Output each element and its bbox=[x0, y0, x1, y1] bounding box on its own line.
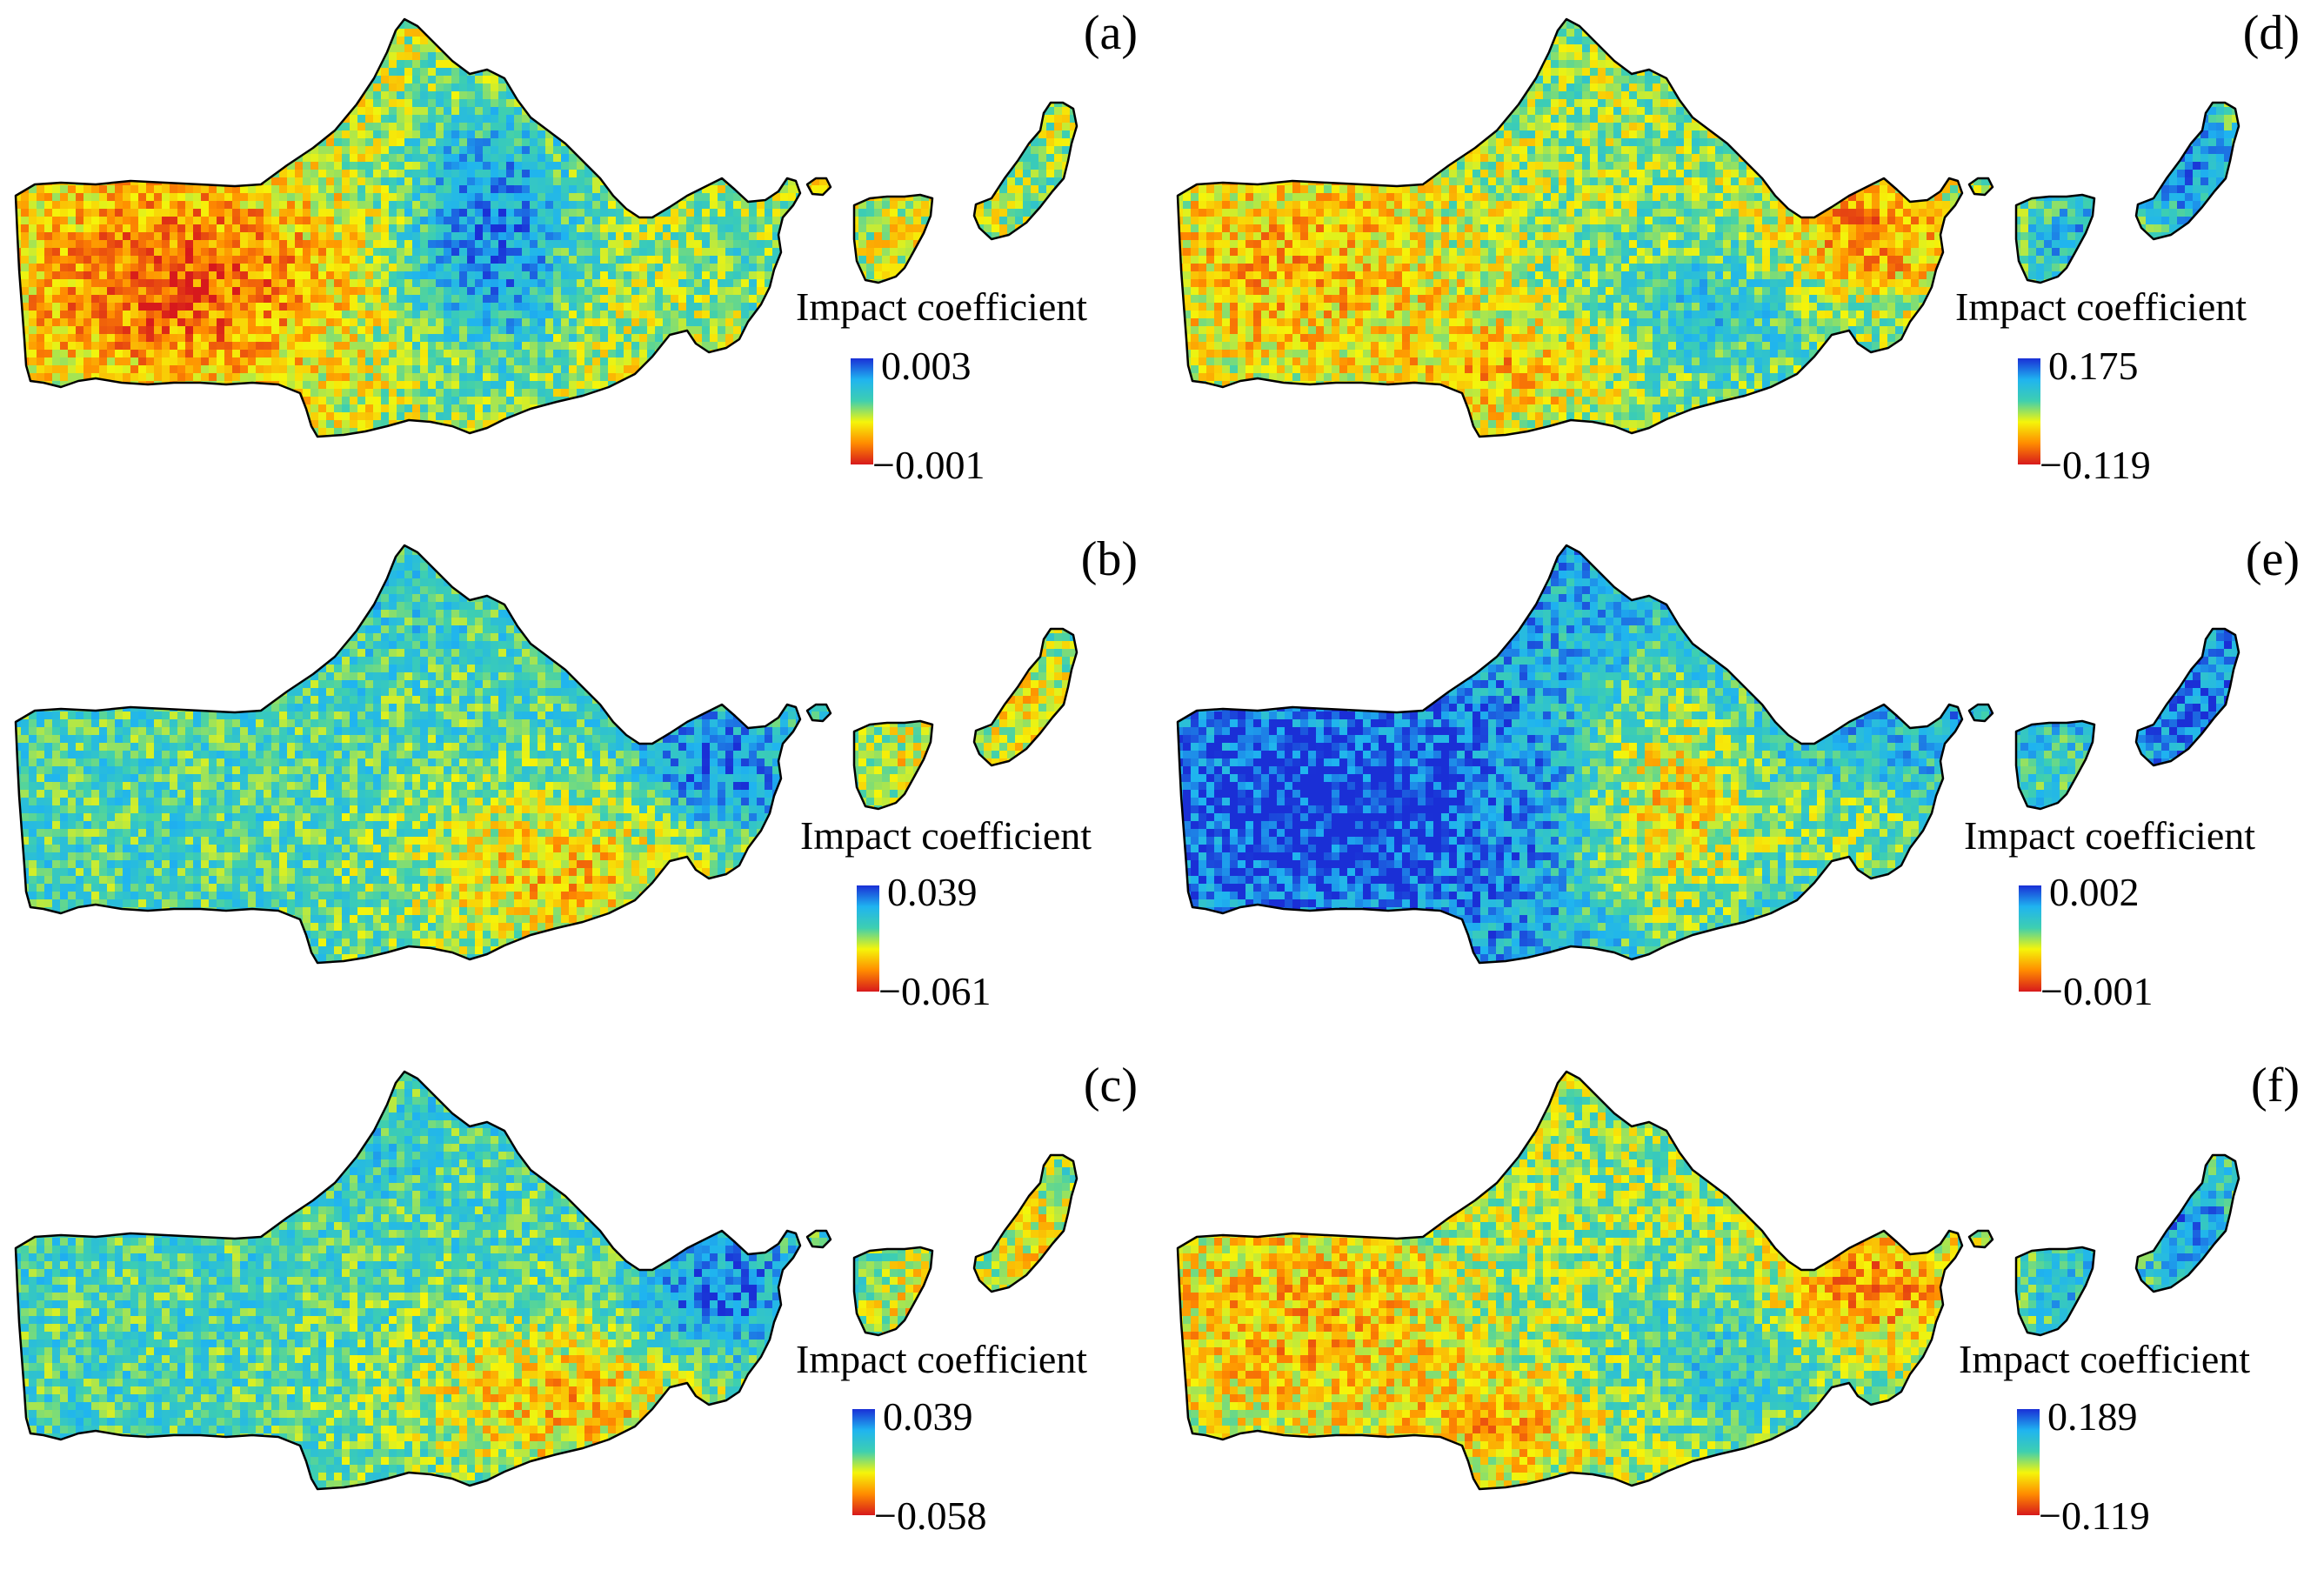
legend-title: Impact coefficient bbox=[1964, 816, 2255, 856]
panel-letter: (e) bbox=[2246, 535, 2300, 584]
legend-max: 0.175 bbox=[2048, 346, 2139, 386]
panel-a: (a) Impact coefficient 0.003 −0.001 bbox=[0, 0, 1162, 518]
legend-title: Impact coefficient bbox=[800, 816, 1092, 856]
exclave-outline bbox=[805, 703, 832, 723]
exclave-outline bbox=[1967, 1229, 1994, 1249]
legend-title: Impact coefficient bbox=[796, 287, 1087, 327]
map-a bbox=[14, 17, 1079, 438]
panel-letter: (c) bbox=[1084, 1061, 1138, 1110]
exclave-outline bbox=[805, 1229, 832, 1249]
legend-title: Impact coefficient bbox=[1959, 1340, 2250, 1380]
panel-e: (e) Impact coefficient 0.002 −0.001 bbox=[1162, 526, 2324, 1044]
panel-c: (c) Impact coefficient 0.039 −0.058 bbox=[0, 1052, 1162, 1570]
exclave-outline bbox=[2134, 627, 2241, 767]
map-d bbox=[1176, 17, 2241, 438]
panel-letter: (d) bbox=[2243, 9, 2300, 57]
legend-colorbar bbox=[852, 1409, 875, 1515]
legend-max: 0.003 bbox=[881, 346, 972, 386]
legend-min: −0.119 bbox=[2040, 445, 2151, 485]
legend-min: −0.119 bbox=[2039, 1496, 2150, 1536]
map-f bbox=[1176, 1070, 2241, 1491]
exclave-outline bbox=[2134, 101, 2241, 241]
panel-letter: (b) bbox=[1081, 535, 1138, 584]
exclave-outline bbox=[852, 1246, 934, 1337]
legend-colorbar bbox=[2017, 1409, 2040, 1515]
legend-min: −0.061 bbox=[878, 972, 991, 1012]
legend-colorbar bbox=[857, 885, 879, 992]
map-b bbox=[14, 544, 1079, 965]
exclave-outline bbox=[2014, 193, 2096, 284]
panel-d: (d) Impact coefficient 0.175 −0.119 bbox=[1162, 0, 2324, 518]
legend-min: −0.001 bbox=[872, 445, 985, 485]
exclave-outline bbox=[852, 193, 934, 284]
region-outline bbox=[1176, 1070, 1964, 1491]
region-outline bbox=[1176, 544, 1964, 965]
panel-letter: (f) bbox=[2251, 1061, 2300, 1110]
exclave-outline bbox=[852, 719, 934, 811]
legend-max: 0.039 bbox=[887, 872, 978, 912]
map-e bbox=[1176, 544, 2241, 965]
region-outline bbox=[14, 1070, 802, 1491]
region-outline bbox=[1176, 17, 1964, 438]
legend-title: Impact coefficient bbox=[1955, 287, 2247, 327]
panel-letter: (a) bbox=[1084, 9, 1138, 57]
legend-colorbar bbox=[2019, 885, 2041, 992]
panel-f: (f) Impact coefficient 0.189 −0.119 bbox=[1162, 1052, 2324, 1570]
exclave-outline bbox=[1967, 703, 1994, 723]
legend-min: −0.058 bbox=[874, 1496, 986, 1536]
exclave-outline bbox=[972, 101, 1079, 241]
region-outline bbox=[14, 544, 802, 965]
legend-colorbar bbox=[851, 358, 873, 464]
exclave-outline bbox=[805, 177, 832, 197]
legend-max: 0.039 bbox=[883, 1397, 973, 1437]
region-outline bbox=[14, 17, 802, 438]
legend-max: 0.002 bbox=[2049, 872, 2140, 912]
exclave-outline bbox=[972, 627, 1079, 767]
legend-max: 0.189 bbox=[2047, 1397, 2138, 1437]
map-c bbox=[14, 1070, 1079, 1491]
exclave-outline bbox=[1967, 177, 1994, 197]
panel-b: (b) Impact coefficient 0.039 −0.061 bbox=[0, 526, 1162, 1044]
exclave-outline bbox=[2134, 1153, 2241, 1293]
exclave-outline bbox=[972, 1153, 1079, 1293]
exclave-outline bbox=[2014, 1246, 2096, 1337]
exclave-outline bbox=[2014, 719, 2096, 811]
legend-title: Impact coefficient bbox=[796, 1340, 1087, 1380]
legend-colorbar bbox=[2018, 358, 2040, 464]
legend-min: −0.001 bbox=[2040, 972, 2153, 1012]
